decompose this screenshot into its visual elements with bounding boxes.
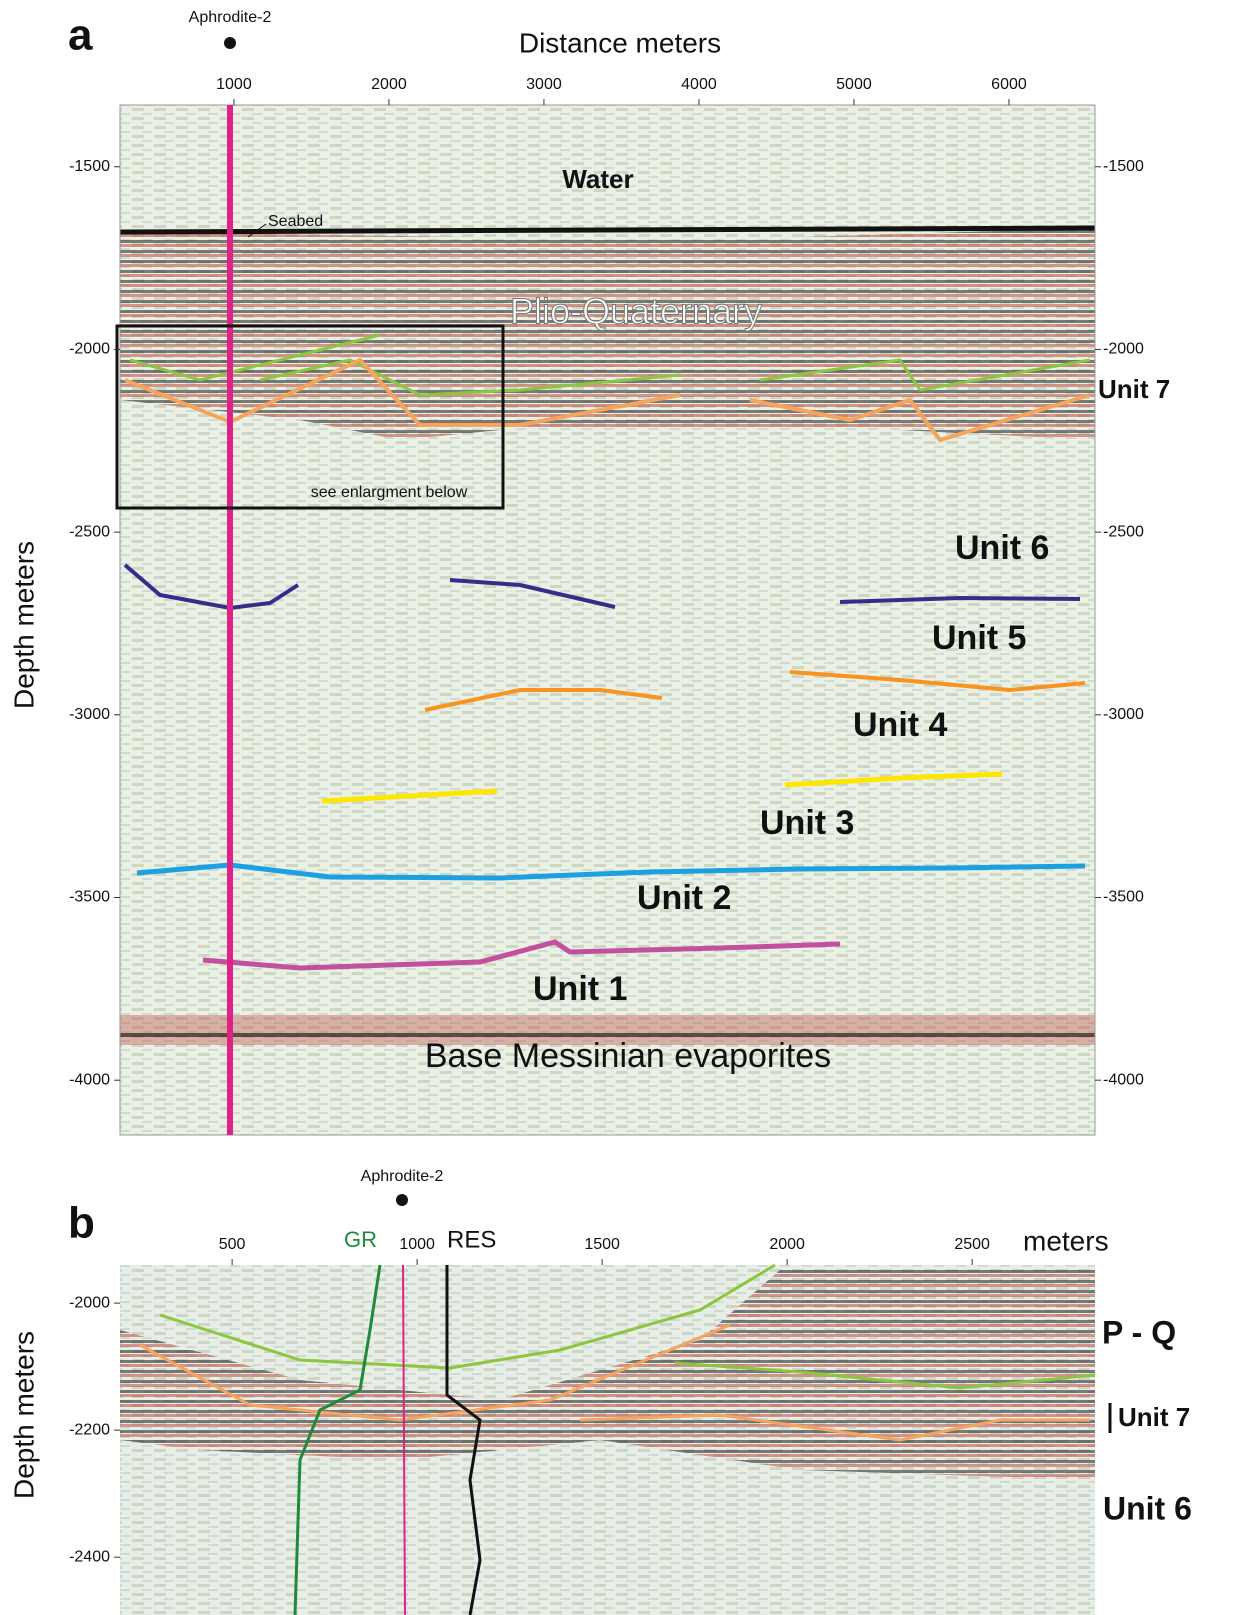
annotation: Unit 3	[760, 804, 854, 842]
x-tick-label: 5000	[836, 76, 872, 93]
x-tick-label: 4000	[681, 76, 717, 93]
y-axis-title: Depth meters	[8, 1331, 39, 1499]
x-tick-label: 1000	[399, 1236, 435, 1253]
y-tick-label: -2500	[1103, 523, 1144, 540]
well-name: Aphrodite-2	[189, 9, 272, 26]
x-tick-label: 2500	[954, 1236, 990, 1253]
y-tick-label: -3500	[69, 889, 110, 906]
well-name: Aphrodite-2	[361, 1168, 444, 1185]
annotation: Unit 4	[853, 706, 948, 744]
annotation: Unit 7	[1118, 1402, 1190, 1432]
y-tick-label: -1500	[69, 158, 110, 175]
y-tick-label: -3000	[1103, 706, 1144, 723]
x-tick-label: 1500	[584, 1236, 620, 1253]
y-tick-label: -3500	[1103, 889, 1144, 906]
x-axis-title: meters	[1023, 1225, 1109, 1256]
annotation: P - Q	[1102, 1314, 1176, 1350]
y-tick-label: -2000	[69, 341, 110, 358]
x-tick-label: 500	[219, 1236, 246, 1253]
annotation: Unit 7	[1098, 374, 1170, 404]
y-axis-title: Depth meters	[8, 541, 39, 709]
y-tick-label: -2200	[69, 1421, 110, 1438]
annotation: Seabed	[268, 213, 323, 230]
panel-label: a	[68, 11, 93, 60]
y-tick-label: -2500	[69, 523, 110, 540]
seismic-section-b	[120, 1194, 1112, 1615]
x-tick-label: 1000	[216, 76, 252, 93]
y-tick-label: -2400	[69, 1548, 110, 1565]
annotation: Base Messinian evaporites	[425, 1037, 831, 1075]
panel-label: b	[68, 1199, 95, 1248]
seismic-section-a	[115, 37, 1096, 1136]
annotation: GR	[344, 1227, 377, 1252]
x-tick-label: 2000	[371, 76, 407, 93]
annotation: see enlargment below	[311, 484, 468, 501]
annotation: Unit 6	[955, 529, 1049, 567]
annotation: Unit 5	[932, 619, 1026, 657]
annotation: Unit 6	[1103, 1490, 1192, 1526]
annotation: Unit 2	[637, 879, 731, 917]
x-tick-label: 6000	[991, 76, 1027, 93]
y-tick-label: -4000	[1103, 1071, 1144, 1088]
annotation: Water	[562, 164, 633, 194]
annotation: RES	[447, 1226, 496, 1253]
y-tick-label: -1500	[1103, 158, 1144, 175]
annotation: Plio-Quaternary	[510, 291, 762, 332]
annotation: Unit 1	[533, 970, 627, 1008]
y-tick-label: -4000	[69, 1071, 110, 1088]
x-tick-label: 3000	[526, 76, 562, 93]
y-tick-label: -2000	[1103, 341, 1144, 358]
y-tick-label: -3000	[69, 706, 110, 723]
x-tick-label: 2000	[769, 1236, 805, 1253]
x-axis-title: Distance meters	[519, 27, 721, 58]
y-tick-label: -2000	[69, 1294, 110, 1311]
